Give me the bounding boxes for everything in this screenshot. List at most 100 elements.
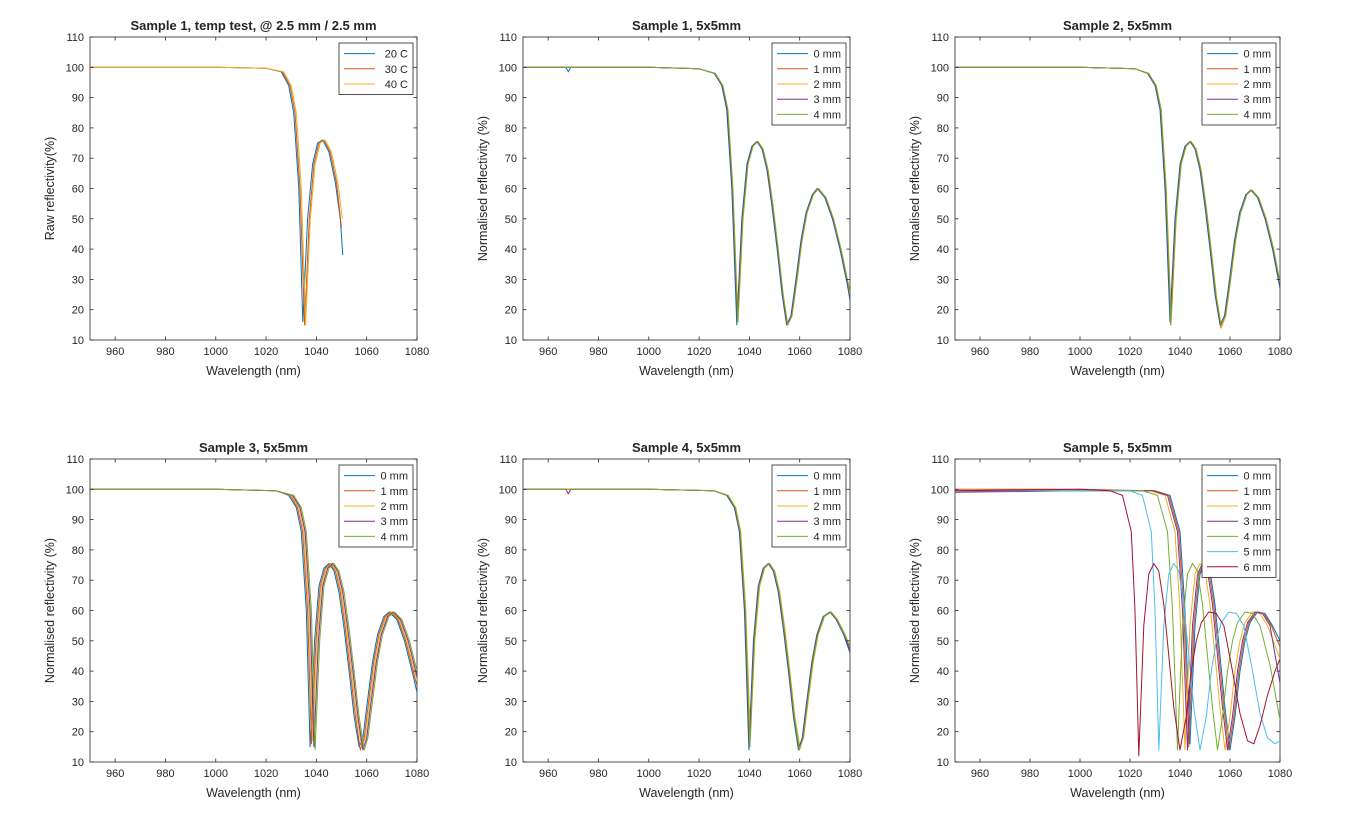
x-tick-label: 1000 [637, 768, 661, 780]
legend-entry: 1 mm [1244, 486, 1272, 498]
y-axis-label: Normalised reflectivity (%) [908, 538, 922, 683]
legend-entry: 0 mm [381, 471, 409, 483]
series-line [955, 66, 1280, 326]
y-tick-label: 100 [66, 62, 84, 74]
y-tick-label: 70 [937, 575, 949, 587]
chart-panel: 960 980 1000 1020 1040 1060 108010203040506070… [908, 440, 1292, 800]
series-line [955, 490, 1280, 751]
x-tick-label: 1040 [304, 346, 328, 358]
x-tick-label: 1060 [787, 768, 811, 780]
y-tick-label: 110 [499, 454, 517, 466]
chart-title: Sample 5, 5x5mm [1063, 440, 1172, 455]
x-tick-label: 1080 [405, 346, 429, 358]
legend-entry: 1 mm [1244, 64, 1272, 76]
chart-title: Sample 1, 5x5mm [632, 18, 741, 33]
legend-entry: 3 mm [1244, 516, 1272, 528]
x-tick-label: 980 [156, 346, 174, 358]
x-tick-label: 1060 [1218, 346, 1242, 358]
legend: 20 C 30 C 40 C [338, 42, 414, 95]
series-line [955, 490, 1280, 751]
y-tick-label: 10 [505, 335, 517, 347]
chart-panel: 960 980 1000 1020 1040 1060 108010203040506070… [908, 18, 1292, 378]
legend: 0 mm 1 mm 2 mm 3 mm 4 mm [1201, 42, 1277, 126]
series-line [523, 66, 850, 326]
y-tick-label: 50 [72, 636, 84, 648]
y-tick-label: 70 [505, 575, 517, 587]
y-tick-label: 40 [72, 666, 84, 678]
x-tick-label: 980 [1021, 768, 1039, 780]
legend-entry: 1 mm [381, 486, 409, 498]
y-tick-label: 80 [937, 123, 949, 135]
y-tick-label: 80 [505, 123, 517, 135]
chart-title: Sample 1, temp test, @ 2.5 mm / 2.5 mm [130, 18, 376, 33]
x-tick-label: 1000 [1068, 346, 1092, 358]
y-axis-label: Raw reflectivity(%) [43, 137, 57, 241]
x-axis-label: Wavelength (nm) [1070, 786, 1165, 800]
y-tick-label: 10 [937, 757, 949, 769]
y-tick-label: 90 [937, 515, 949, 527]
y-tick-label: 40 [937, 666, 949, 678]
legend-entry: 3 mm [814, 516, 842, 528]
legend-entry: 20 C [385, 49, 408, 61]
y-tick-label: 80 [72, 545, 84, 557]
y-tick-label: 30 [505, 696, 517, 708]
y-tick-label: 110 [66, 32, 84, 44]
legend-entry: 4 mm [1244, 109, 1272, 121]
legend-entry: 2 mm [1244, 501, 1272, 513]
y-tick-label: 20 [505, 727, 517, 739]
y-tick-label: 80 [505, 545, 517, 557]
y-tick-label: 10 [72, 757, 84, 769]
y-tick-label: 60 [505, 184, 517, 196]
series-line [955, 490, 1280, 751]
y-tick-label: 40 [72, 244, 84, 256]
legend-entry: 3 mm [381, 516, 409, 528]
series-line [90, 488, 417, 748]
x-tick-label: 1020 [1118, 768, 1142, 780]
y-tick-label: 60 [72, 606, 84, 618]
legend-entry: 0 mm [1244, 49, 1272, 61]
y-axis-label: Normalised reflectivity (%) [476, 116, 490, 261]
y-tick-label: 50 [72, 214, 84, 226]
legend-entry: 0 mm [1244, 471, 1272, 483]
series-line [90, 488, 417, 751]
legend-entry: 5 mm [1244, 547, 1272, 559]
y-tick-label: 90 [72, 93, 84, 105]
legend-entry: 3 mm [1244, 94, 1272, 106]
y-tick-label: 100 [499, 62, 517, 74]
y-tick-label: 50 [937, 214, 949, 226]
chart-panel: 960 980 1000 1020 1040 1060 108010203040506070… [43, 18, 429, 378]
chart-title: Sample 3, 5x5mm [199, 440, 308, 455]
x-tick-label: 1020 [1118, 346, 1142, 358]
x-tick-label: 980 [589, 768, 607, 780]
legend-entry: 4 mm [1244, 531, 1272, 543]
x-tick-label: 1000 [1068, 768, 1092, 780]
y-tick-label: 20 [937, 305, 949, 317]
x-tick-label: 1060 [354, 768, 378, 780]
legend: 0 mm 1 mm 2 mm 3 mm 4 mm 5 mm 6 mm [1201, 464, 1277, 578]
legend-entry: 4 mm [814, 531, 842, 543]
y-tick-label: 50 [937, 636, 949, 648]
y-tick-label: 20 [72, 305, 84, 317]
x-tick-label: 1060 [354, 346, 378, 358]
y-tick-label: 110 [931, 32, 949, 44]
series-line [90, 488, 417, 751]
y-tick-label: 70 [937, 153, 949, 165]
y-tick-label: 20 [937, 727, 949, 739]
x-axis-label: Wavelength (nm) [639, 364, 734, 378]
x-tick-label: 1040 [1168, 768, 1192, 780]
y-tick-label: 110 [66, 454, 84, 466]
x-tick-label: 980 [1021, 346, 1039, 358]
chart-title: Sample 2, 5x5mm [1063, 18, 1172, 33]
y-tick-label: 70 [505, 153, 517, 165]
series-line [90, 66, 343, 326]
series-line [955, 490, 1280, 751]
y-tick-label: 40 [937, 244, 949, 256]
y-tick-label: 10 [505, 757, 517, 769]
y-tick-label: 30 [937, 696, 949, 708]
y-tick-label: 90 [505, 515, 517, 527]
x-axis-label: Wavelength (nm) [206, 786, 301, 800]
x-tick-label: 960 [106, 768, 124, 780]
y-tick-label: 30 [505, 274, 517, 286]
x-tick-label: 1000 [204, 346, 228, 358]
x-tick-label: 1080 [1268, 768, 1292, 780]
